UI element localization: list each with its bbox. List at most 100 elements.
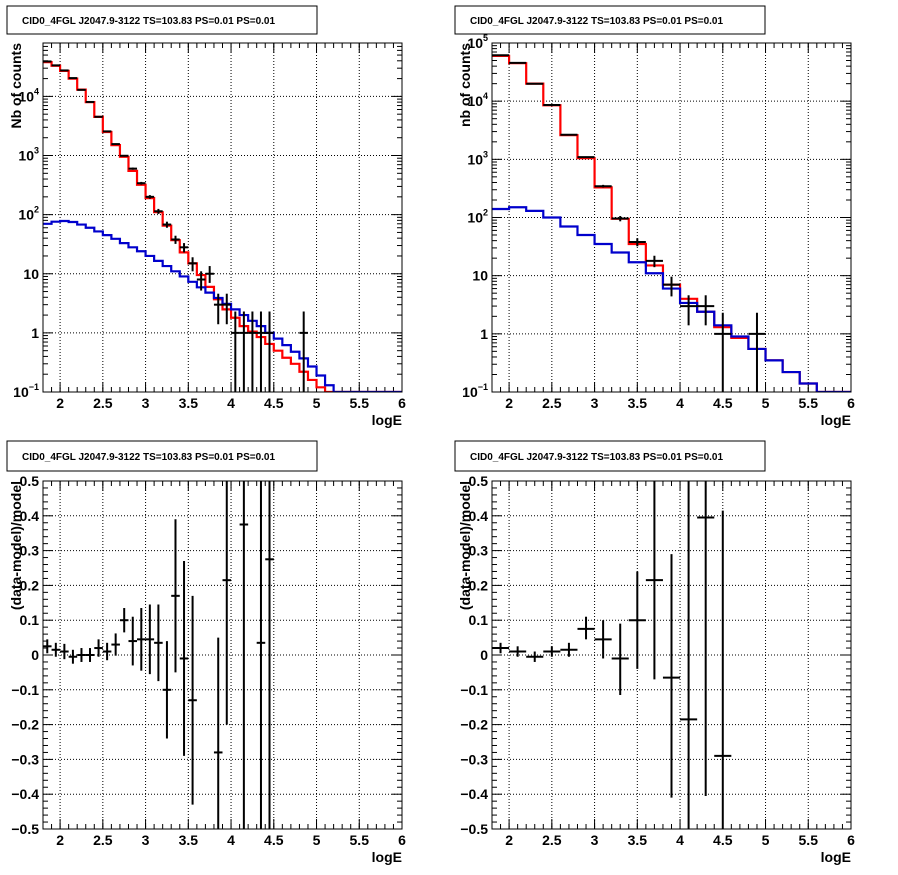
data-point — [85, 648, 95, 662]
data-point — [111, 143, 120, 146]
x-tick-label: 2.5 — [93, 395, 113, 411]
y-tick-label: 0 — [480, 647, 488, 663]
x-tick-label: 4 — [676, 395, 684, 411]
data-point — [222, 293, 232, 325]
y-tick-label: 104 — [467, 91, 488, 109]
data-point — [299, 311, 308, 392]
data-point — [526, 651, 544, 662]
y-tick-label: 1 — [480, 326, 488, 342]
y-tick-label: 103 — [467, 149, 488, 167]
plot-frame — [42, 480, 403, 830]
x-tick-label: 4 — [227, 832, 235, 848]
data-point — [145, 195, 155, 199]
data-point — [179, 561, 189, 756]
data-point — [662, 276, 681, 297]
data-point — [77, 648, 86, 662]
series-line-blue — [43, 219, 402, 392]
data-point — [594, 620, 612, 659]
y-tick-label: −0.2 — [460, 717, 488, 733]
x-tick-label: 5.5 — [350, 832, 370, 848]
data-point — [492, 642, 510, 654]
data-point — [188, 595, 197, 805]
y-axis-title: Nb of counts — [8, 43, 24, 129]
data-point — [645, 255, 663, 268]
chart-title: CID0_4FGL J2047.9-3122 TS=103.83 PS=0.01… — [470, 452, 723, 463]
x-tick-label: 5.5 — [799, 832, 819, 848]
data-point — [239, 311, 249, 392]
data-point — [68, 77, 78, 80]
data-point — [137, 608, 146, 671]
chart-title: CID0_4FGL J2047.9-3122 TS=103.83 PS=0.01… — [22, 452, 275, 463]
data-point — [154, 604, 163, 682]
data-point — [628, 238, 646, 247]
data-point — [94, 639, 103, 657]
data-point — [94, 115, 103, 118]
x-tick-label: 3 — [142, 832, 150, 848]
data-point — [102, 642, 112, 661]
x-tick-label: 2.5 — [93, 832, 113, 848]
y-tick-label: 10−1 — [462, 382, 488, 400]
data-point — [111, 633, 120, 656]
data-point — [543, 646, 561, 657]
x-tick-label: 2 — [505, 832, 513, 848]
y-tick-label: −0.4 — [11, 786, 39, 802]
data-point — [162, 221, 172, 228]
data-point — [51, 642, 61, 657]
title-box — [454, 5, 766, 35]
data-point — [662, 554, 681, 798]
y-tick-label: 0.1 — [20, 612, 40, 628]
plot-area — [492, 481, 732, 829]
series-line-red — [492, 54, 851, 392]
y-axis-title: (data-model)/model — [457, 481, 473, 610]
x-tick-label: 6 — [398, 832, 406, 848]
y-tick-label: 0.2 — [469, 577, 489, 593]
y-tick-label: −0.5 — [11, 821, 39, 837]
y-tick-label: −0.1 — [11, 682, 39, 698]
data-point — [43, 639, 52, 654]
x-tick-label: 6 — [398, 395, 406, 411]
x-tick-label: 4.5 — [264, 832, 284, 848]
data-point — [145, 604, 155, 675]
data-point — [179, 243, 189, 253]
x-axis-title: logE — [821, 412, 851, 428]
y-tick-label: 0.5 — [469, 473, 489, 489]
plot-area — [43, 481, 274, 829]
x-tick-label: 2 — [56, 832, 64, 848]
data-point — [265, 311, 274, 392]
data-point — [205, 266, 214, 283]
y-tick-label: 105 — [467, 33, 488, 51]
data-point — [188, 257, 197, 272]
data-point — [697, 295, 715, 326]
chart-panel-bottom-left: 2 2.5 3 3.5 4 4.5 5 5.5 6 −0.5 −0.4 −0.3 −0.2 −0.1 0 0.… — [6, 440, 406, 865]
x-tick-label: 6 — [847, 832, 855, 848]
title-box — [6, 440, 318, 472]
data-point — [213, 293, 223, 325]
data-point — [171, 235, 180, 244]
y-tick-label: 10 — [23, 266, 39, 282]
y-tick-label: 102 — [467, 208, 488, 226]
y-tick-label: 0.4 — [20, 508, 40, 524]
title-box — [6, 5, 318, 35]
y-axis-title: (data-model)/model — [8, 481, 24, 610]
data-point — [256, 481, 266, 829]
y-tick-label: 0.5 — [20, 473, 40, 489]
x-tick-label: 3 — [591, 832, 599, 848]
data-point — [265, 481, 274, 829]
y-tick-label: 104 — [18, 86, 39, 104]
chart-panel-top-right: 2 2.5 3 3.5 4 4.5 5 5.5 6 10−1 1 10 102 103 104 105 logE… — [454, 5, 855, 428]
x-tick-label: 4 — [227, 395, 235, 411]
data-point — [714, 510, 732, 829]
data-point — [102, 130, 112, 133]
x-tick-label: 4.5 — [264, 395, 284, 411]
data-point — [560, 133, 578, 136]
y-tick-label: −0.5 — [460, 821, 488, 837]
x-tick-label: 4.5 — [713, 395, 733, 411]
y-tick-label: −0.4 — [460, 786, 488, 802]
y-tick-label: 0.3 — [20, 543, 40, 559]
data-point — [611, 216, 629, 222]
data-point — [60, 643, 69, 660]
x-axis-title: logE — [372, 412, 402, 428]
y-tick-label: 0.2 — [20, 577, 40, 593]
x-tick-label: 3.5 — [179, 395, 199, 411]
plot-frame — [491, 480, 852, 830]
